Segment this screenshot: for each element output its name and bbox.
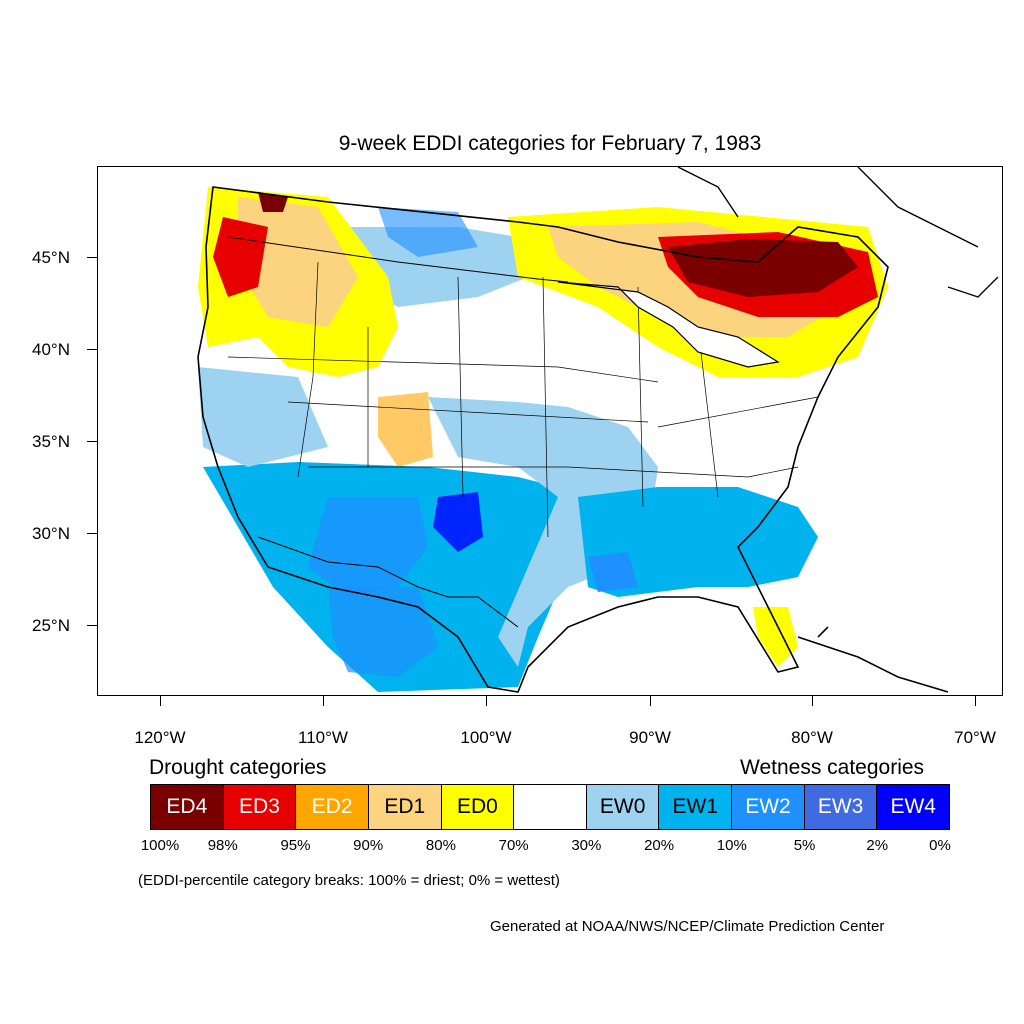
percentile-label: 100% xyxy=(140,837,180,854)
legend-box-neutral xyxy=(514,785,587,829)
drought-region-northwest-ed3 xyxy=(213,217,268,297)
lat-label-45: 45°N xyxy=(32,248,70,267)
percentile-label: 80% xyxy=(425,837,456,854)
percentile-label: 30% xyxy=(571,837,602,854)
percentile-label: 5% xyxy=(793,837,816,854)
legend-box-ew0: EW0 xyxy=(586,785,660,829)
wet-region-southwest-ew2 xyxy=(308,497,428,597)
lon-label-80: 80°W xyxy=(791,728,833,747)
credit-text: Generated at NOAA/NWS/NCEP/Climate Predi… xyxy=(490,918,885,935)
lon-tick xyxy=(812,696,813,706)
wet-region-west-ew0 xyxy=(198,367,328,467)
drought-region-northwest-ed1 xyxy=(238,197,358,327)
lon-label-70: 70°W xyxy=(954,728,996,747)
lon-tick xyxy=(323,696,324,706)
category-note: (EDDI-percentile category breaks: 100% =… xyxy=(138,872,560,889)
percentile-label: 98% xyxy=(207,837,238,854)
percentile-label: 0% xyxy=(929,837,951,854)
wetness-heading: Wetness categories xyxy=(740,756,925,779)
lat-tick xyxy=(87,625,97,626)
wet-region-texas-ew2 xyxy=(328,587,438,677)
lon-label-90: 90°W xyxy=(629,728,671,747)
drought-region-northeast-ed4 xyxy=(668,239,858,297)
legend-box-ew1: EW1 xyxy=(659,785,733,829)
eddi-map xyxy=(97,166,1003,696)
lat-tick xyxy=(87,349,97,350)
canada-coast xyxy=(677,167,999,298)
legend-box-ew2: EW2 xyxy=(732,785,805,829)
drought-region-colorado-ed2 xyxy=(378,392,433,467)
category-legend: ED4 ED3 ED2 ED1 ED0 EW0 EW1 EW2 EW3 EW4 xyxy=(150,784,950,830)
legend-box-ed0: ED0 xyxy=(441,785,515,829)
legend-box-ew3: EW3 xyxy=(804,785,878,829)
canada-border xyxy=(227,236,569,283)
percentile-label: 70% xyxy=(498,837,529,854)
lat-label-40: 40°N xyxy=(32,340,70,359)
legend-box-ed2: ED2 xyxy=(296,785,369,829)
wet-region-south-ew0 xyxy=(428,397,658,667)
legend-box-ew4: EW4 xyxy=(877,785,950,829)
percentile-label: 10% xyxy=(716,837,747,854)
us-outline xyxy=(197,186,889,693)
map-graphic xyxy=(197,167,999,693)
lon-label-110: 110°W xyxy=(298,728,348,747)
percentile-label: 90% xyxy=(353,837,384,854)
lon-tick xyxy=(650,696,651,706)
lon-tick xyxy=(160,696,161,706)
lat-label-35: 35°N xyxy=(32,432,70,451)
lat-tick xyxy=(87,533,97,534)
drought-region-northwest-ed4 xyxy=(258,192,288,212)
legend-box-ed1: ED1 xyxy=(368,785,442,829)
drought-region-florida-ed0 xyxy=(753,607,798,667)
lat-label-30: 30°N xyxy=(32,524,70,543)
lat-tick xyxy=(87,441,97,442)
legend-box-ed4: ED4 xyxy=(151,785,224,829)
wet-region-southeast xyxy=(578,487,818,597)
lon-label-100: 100°W xyxy=(460,728,512,747)
lon-label-120: 120°W xyxy=(134,728,186,747)
lat-label-25: 25°N xyxy=(32,616,70,635)
wet-region-plains-ew1 xyxy=(378,207,478,257)
wet-region-louisiana-ew2 xyxy=(588,552,638,592)
mexico-border xyxy=(257,536,519,628)
caribbean-islands xyxy=(797,626,949,693)
percentile-label: 2% xyxy=(866,837,889,854)
lat-tick xyxy=(87,257,97,258)
drought-heading: Drought categories xyxy=(149,756,327,779)
lon-tick xyxy=(975,696,976,706)
map-title: 9-week EDDI categories for February 7, 1… xyxy=(338,132,762,155)
legend-box-ed3: ED3 xyxy=(223,785,297,829)
percentile-label: 20% xyxy=(644,837,675,854)
state-borders xyxy=(227,261,819,538)
lon-tick xyxy=(486,696,487,706)
wet-region-ew4 xyxy=(433,492,483,552)
percentile-label: 95% xyxy=(280,837,311,854)
great-lakes xyxy=(557,281,780,368)
